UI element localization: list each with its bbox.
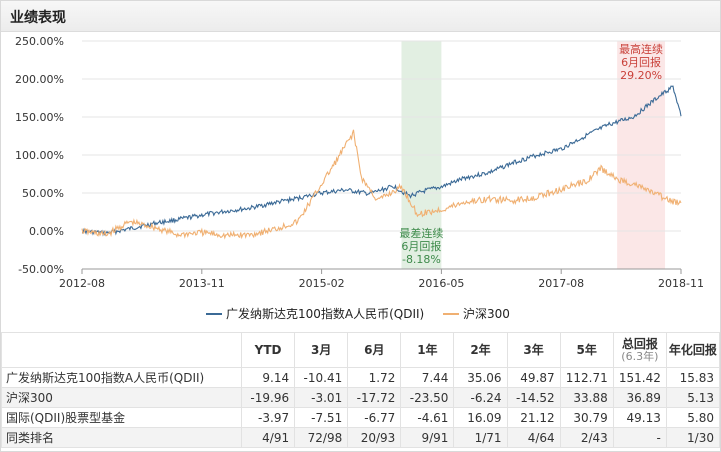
table-row: 沪深300 -19.96 -3.01 -17.72 -23.50 -6.24 -14.52 3… [1,387,721,408]
column-header: 2年 [453,332,508,368]
table-cell: 1.72 [347,367,402,388]
y-tick-label: -50.00% [18,263,64,276]
x-tick-label: 2015-02 [299,277,345,290]
table-cell: 9.14 [240,367,296,388]
column-header: 3年 [506,332,561,368]
table-cell: 1/71 [453,427,508,448]
column-header: 总回报 (6.3年) [612,332,667,368]
table-cell: 2/43 [559,427,614,448]
table-cell: 5.80 [665,407,721,428]
table-cell: 7.44 [400,367,455,388]
row-label: 国际(QDII)股票型基金 [1,407,242,428]
legend-swatch [206,312,222,315]
legend-item: 广发纳斯达克100指数A人民币(QDII) [206,305,424,322]
table-cell: 151.42 [612,367,667,388]
y-tick-label: 0.00% [29,225,64,238]
annotation-label: -8.18% [402,253,441,266]
table-header-row: YTD 3月 6月 1年 2年 3年 5年 总回报 (6.3年) 年化回报 [1,332,721,368]
table-cell: 35.06 [453,367,508,388]
row-label: 沪深300 [1,387,242,408]
y-tick-label: 50.00% [22,187,64,200]
table-cell: -3.01 [294,387,349,408]
column-header: 6月 [347,332,402,368]
table-cell: -19.96 [240,387,296,408]
table-cell: 49.13 [612,407,667,428]
annotation-label: 最差连续 [399,226,443,240]
x-tick-label: 2016-05 [418,277,464,290]
x-tick-label: 2017-08 [538,277,584,290]
column-header [1,332,242,368]
legend-label: 广发纳斯达克100指数A人民币(QDII) [226,307,425,321]
table-cell: 16.09 [453,407,508,428]
y-tick-label: 250.00% [15,35,64,48]
table-cell: -14.52 [506,387,561,408]
table-cell: 30.79 [559,407,614,428]
y-tick-label: 100.00% [15,149,64,162]
table-cell: -23.50 [400,387,455,408]
series-line [81,129,682,240]
table-cell: - [612,427,667,448]
table-cell: -7.51 [294,407,349,428]
table-cell: 72/98 [294,427,349,448]
table-cell: -6.77 [347,407,402,428]
table-cell: 33.88 [559,387,614,408]
column-header: 5年 [559,332,614,368]
table-cell: 36.89 [612,387,667,408]
performance-table: YTD 3月 6月 1年 2年 3年 5年 总回报 (6.3年) 年化回报 广发纳斯达克100指数… [1,332,721,448]
x-tick-label: 2013-11 [179,277,225,290]
table-row: 国际(QDII)股票型基金 -3.97 -7.51 -6.77 -4.61 16.09 21… [1,407,721,428]
column-header: YTD [240,332,296,368]
y-tick-label: 200.00% [15,73,64,86]
table-cell: 1/30 [665,427,721,448]
table-cell: 5.13 [665,387,721,408]
x-tick-label: 2018-11 [658,277,704,290]
table-cell: -6.24 [453,387,508,408]
table-cell: 4/64 [506,427,561,448]
row-label: 同类排名 [1,427,242,448]
table-cell: 15.83 [665,367,721,388]
legend-item: 沪深300 [443,305,510,322]
column-header: 1年 [400,332,455,368]
column-header: 3月 [294,332,349,368]
table-cell: -17.72 [347,387,402,408]
table-cell: 9/91 [400,427,455,448]
table-cell: 112.71 [559,367,614,388]
annotation-label: 29.20% [620,69,662,82]
table-cell: -4.61 [400,407,455,428]
annotation-label: 6月回报 [621,55,661,69]
y-tick-label: 150.00% [15,111,64,124]
table-cell: -3.97 [240,407,296,428]
table-cell: -10.41 [294,367,349,388]
annotation-label: 6月回报 [401,239,441,253]
x-tick-label: 2012-08 [59,277,105,290]
column-header: 年化回报 [665,332,721,368]
row-label: 广发纳斯达克100指数A人民币(QDII) [1,367,242,388]
series-line [81,85,682,237]
table-cell: 20/93 [347,427,402,448]
table-cell: 4/91 [240,427,296,448]
panel-header: 业绩表现 [1,1,720,32]
legend-label: 沪深300 [463,307,510,321]
performance-chart: 250.00% 200.00% 150.00% 100.00% 50.00% 0.00% -… [15,35,704,290]
annotation-label: 最高连续 [619,42,663,56]
panel-title: 业绩表现 [10,10,66,26]
legend-swatch [443,312,459,315]
table-cell: 21.12 [506,407,561,428]
table-cell: 49.87 [506,367,561,388]
table-row: 同类排名 4/91 72/98 20/93 9/91 1/71 4/64 2/43-1/30 [1,427,721,448]
table-row: 广发纳斯达克100指数A人民币(QDII) 9.14 -10.41 1.72 7.44 3… [1,367,721,388]
